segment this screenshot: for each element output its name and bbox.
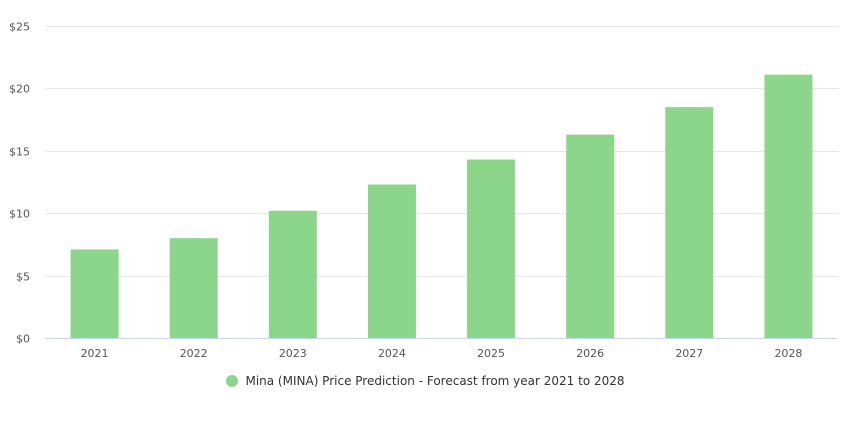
y-tick-label: $0	[16, 333, 30, 346]
x-tick-label: 2027	[675, 347, 703, 360]
x-tick-label: 2023	[279, 347, 307, 360]
bar[interactable]	[169, 238, 218, 338]
y-tick-label: $20	[9, 83, 30, 96]
chart-legend[interactable]: Mina (MINA) Price Prediction - Forecast …	[0, 374, 851, 388]
x-tick-label: 2025	[477, 347, 505, 360]
y-tick-label: $25	[9, 21, 30, 34]
x-tick-label: 2026	[576, 347, 604, 360]
y-axis-ticks: $0 $5 $10 $15 $20 $25	[9, 21, 30, 346]
bar[interactable]	[70, 249, 119, 338]
y-tick-label: $5	[16, 271, 30, 284]
bar[interactable]	[467, 159, 516, 338]
x-tick-label: 2022	[180, 347, 208, 360]
x-axis-ticks: 2021 2022 2023 2024 2025 2026 2027 2028	[81, 347, 803, 360]
bar[interactable]	[665, 107, 714, 339]
x-tick-label: 2024	[378, 347, 406, 360]
bar[interactable]	[268, 210, 317, 338]
bar[interactable]	[764, 74, 813, 338]
legend-label: Mina (MINA) Price Prediction - Forecast …	[245, 374, 625, 388]
y-tick-label: $10	[9, 208, 30, 221]
legend-marker-icon	[226, 375, 239, 387]
bar-series	[70, 74, 813, 339]
bar[interactable]	[566, 134, 615, 338]
x-tick-label: 2021	[81, 347, 109, 360]
x-tick-label: 2028	[774, 347, 802, 360]
y-tick-label: $15	[9, 146, 30, 159]
y-gridlines	[45, 26, 838, 339]
bar[interactable]	[367, 184, 416, 338]
